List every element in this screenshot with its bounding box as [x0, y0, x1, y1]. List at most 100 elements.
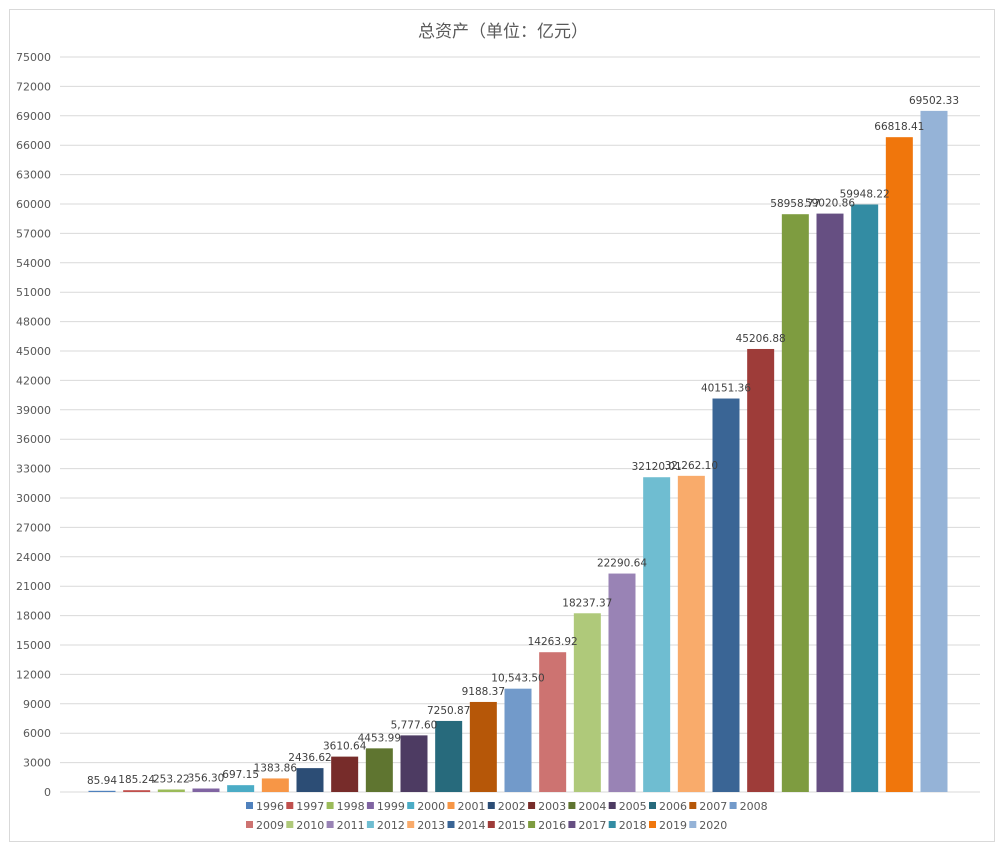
- y-tick-label: 75000: [16, 51, 51, 64]
- data-label-2020: 69502.33: [909, 95, 959, 107]
- data-label-2014: 40151.36: [701, 383, 751, 395]
- data-label-2012: 32120.01: [632, 461, 682, 473]
- legend-swatch-1997: [286, 802, 294, 809]
- data-label-2013: 32,262.10: [665, 460, 718, 472]
- legend-swatch-2005: [608, 802, 616, 809]
- data-label-1997: 185.24: [118, 774, 155, 786]
- bar-2019: [885, 137, 913, 793]
- y-tick-label: 60000: [16, 198, 51, 211]
- y-tick-label: 6000: [23, 727, 51, 740]
- data-label-2005: 5,777.60: [391, 719, 438, 731]
- legend-swatch-1996: [246, 802, 253, 809]
- y-tick-label: 51000: [16, 286, 51, 299]
- legend: 1996 1997 1998 1999 2000 2001 2002 2003 2004 2005…: [246, 800, 768, 832]
- legend-swatch-2020: [689, 821, 697, 828]
- legend-label-2008: 2008: [740, 800, 768, 813]
- legend-label-2002: 2002: [498, 800, 526, 813]
- data-label-2010: 18237.37: [562, 597, 612, 609]
- bar-1998: [157, 789, 185, 792]
- legend-swatch-2004: [568, 802, 576, 809]
- bar-2005: [400, 735, 428, 792]
- data-label-2018: 59948.22: [840, 189, 890, 201]
- y-tick-label: 48000: [16, 316, 51, 329]
- legend-swatch-2003: [528, 802, 536, 809]
- data-label-2002: 2436.62: [288, 752, 331, 764]
- data-label-2019: 66818.41: [874, 121, 924, 133]
- legend-label-2019: 2019: [659, 819, 687, 832]
- legend-swatch-2002: [487, 802, 495, 809]
- legend-swatch-2015: [487, 821, 495, 828]
- y-tick-label: 33000: [16, 463, 51, 476]
- legend-label-2007: 2007: [699, 800, 727, 813]
- legend-label-2003: 2003: [538, 800, 566, 813]
- bar-2020: [920, 110, 948, 792]
- legend-label-2000: 2000: [417, 800, 445, 813]
- y-tick-label: 66000: [16, 139, 51, 152]
- bar-1997: [123, 790, 151, 792]
- data-label-2007: 9188.37: [462, 686, 505, 698]
- legend-swatch-1999: [366, 802, 374, 809]
- y-tick-label: 3000: [23, 757, 51, 770]
- legend-label-2014: 2014: [458, 819, 486, 832]
- data-label-2016: 58958.77: [770, 198, 820, 210]
- legend-label-2013: 2013: [417, 819, 445, 832]
- legend-label-1997: 1997: [296, 800, 324, 813]
- legend-swatch-2016: [528, 821, 536, 828]
- legend-swatch-2011: [326, 821, 334, 828]
- legend-swatch-2010: [286, 821, 294, 828]
- y-tick-label: 30000: [16, 492, 51, 505]
- legend-label-2015: 2015: [498, 819, 526, 832]
- bar-2010: [573, 613, 601, 792]
- data-label-2006: 7250.87: [427, 705, 470, 717]
- bar-1999: [192, 788, 220, 792]
- bar-2015: [747, 348, 775, 792]
- bar-2000: [227, 785, 255, 792]
- legend-swatch-2013: [407, 821, 415, 828]
- bar-2011: [608, 573, 636, 792]
- y-tick-label: 21000: [16, 580, 51, 593]
- legend-swatch-2017: [568, 821, 576, 828]
- bar-1996: [88, 790, 116, 792]
- bar-2003: [331, 756, 359, 792]
- y-tick-label: 18000: [16, 610, 51, 623]
- legend-swatch-2012: [366, 821, 374, 828]
- y-tick-label: 63000: [16, 169, 51, 182]
- y-tick-label: 45000: [16, 345, 51, 358]
- data-label-2003: 3610.64: [323, 741, 367, 753]
- y-tick-label: 42000: [16, 374, 51, 387]
- legend-swatch-2000: [407, 802, 415, 809]
- data-label-2015: 45206.88: [736, 333, 786, 345]
- y-tick-label: 15000: [16, 639, 51, 652]
- legend-label-2005: 2005: [619, 800, 647, 813]
- bar-2009: [539, 652, 567, 792]
- y-tick-label: 69000: [16, 110, 51, 123]
- chart-title: 总资产（单位：亿元）: [418, 22, 588, 42]
- legend-label-1999: 1999: [377, 800, 405, 813]
- legend-swatch-2001: [447, 802, 455, 809]
- bar-2012: [643, 477, 671, 792]
- y-axis: 0 3000 6000 9000 12000 15000 18000 21000 24000 27…: [16, 51, 51, 799]
- legend-swatch-2019: [649, 821, 656, 828]
- y-tick-label: 36000: [16, 433, 51, 446]
- legend-label-2011: 2011: [337, 819, 365, 832]
- bar-2018: [851, 204, 879, 792]
- legend-swatch-2018: [608, 821, 616, 828]
- data-label-2001: 1383.86: [254, 762, 298, 774]
- data-labels: 85.94 185.24253.22356.30697.151383.862436…: [87, 95, 959, 787]
- bars: [88, 110, 948, 793]
- y-tick-label: 27000: [16, 521, 51, 534]
- bar-2004: [365, 748, 393, 792]
- bar-2016: [781, 214, 809, 793]
- data-label-2008: 10,543.50: [491, 673, 544, 685]
- bar-2017: [816, 213, 844, 792]
- legend-label-2016: 2016: [538, 819, 566, 832]
- legend-label-2017: 2017: [578, 819, 606, 832]
- data-label-1998: 253.22: [153, 774, 190, 786]
- bar-2008: [504, 688, 532, 792]
- y-tick-label: 24000: [16, 551, 51, 564]
- bar-2013: [677, 475, 705, 792]
- bar-2001: [261, 778, 289, 792]
- legend-label-2006: 2006: [659, 800, 687, 813]
- data-label-2000: 697.15: [222, 769, 259, 781]
- y-tick-label: 72000: [16, 80, 51, 93]
